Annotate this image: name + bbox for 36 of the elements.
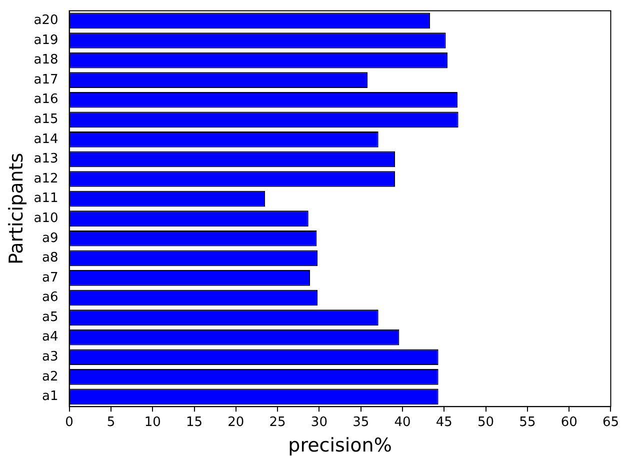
y-tick-label: a9 [42,230,58,246]
y-tick-label: a12 [34,171,58,186]
x-tick-label: 35 [352,414,370,430]
y-tick-label: a13 [34,152,58,167]
x-tick-label: 5 [106,414,116,430]
y-tick-label: a7 [42,270,58,286]
x-tick-label: 30 [310,414,328,430]
y-tick-label: a4 [42,330,58,345]
x-tick-label: 65 [602,414,619,430]
y-tick-label: a2 [42,369,58,384]
y-tick-label: a16 [34,92,58,108]
y-tick-label: a1 [42,389,58,404]
y-tick-label: a15 [34,112,58,128]
x-tick-label: 15 [186,414,203,430]
y-tick-label: a6 [42,290,58,306]
y-axis-title: Participants [5,152,28,265]
y-tick-label: a10 [34,210,58,226]
x-tick-label: 0 [65,414,74,430]
x-tick-label: 50 [478,414,494,430]
x-tick-label: 40 [394,414,411,430]
x-tick-label: 20 [228,414,244,430]
y-tick-label: a8 [42,250,58,266]
x-tick-label: 60 [560,414,578,430]
y-tick-label: a19 [34,32,58,48]
x-tick-label: 45 [436,414,452,430]
y-tick-label: a17 [34,72,58,88]
x-axis-title: precision% [288,434,392,457]
x-tick-label: 10 [144,414,161,430]
y-tick-label: a5 [42,310,58,325]
y-tick-label: a20 [34,13,58,28]
y-tick-label: a14 [34,132,58,147]
x-tick-label: 55 [519,414,536,430]
y-tick-label: a3 [42,350,58,364]
y-tick-label: a11 [34,191,58,206]
x-tick-label: 25 [269,414,286,430]
y-tick-label: a18 [34,52,58,68]
